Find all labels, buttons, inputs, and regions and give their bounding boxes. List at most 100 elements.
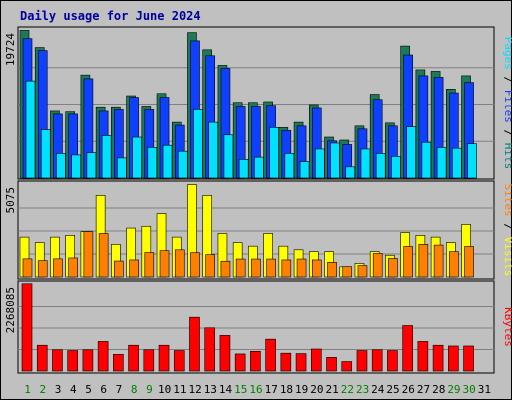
panel-series-label: Sites / Visits bbox=[502, 184, 512, 277]
bar bbox=[357, 265, 368, 278]
bar bbox=[448, 345, 459, 372]
bar bbox=[417, 341, 429, 372]
bar bbox=[190, 252, 200, 278]
bar bbox=[251, 258, 261, 278]
bar bbox=[432, 344, 444, 372]
bar bbox=[40, 129, 51, 179]
bar bbox=[37, 260, 48, 278]
bar bbox=[219, 335, 231, 372]
bar bbox=[238, 159, 249, 179]
bar bbox=[341, 361, 353, 372]
panel-visits-sites: 5075 Sites / Visits bbox=[4, 180, 512, 280]
bar bbox=[144, 252, 155, 278]
bar bbox=[299, 161, 310, 179]
bar bbox=[463, 345, 474, 372]
bar bbox=[345, 166, 356, 179]
bar bbox=[326, 357, 337, 372]
bar bbox=[250, 350, 261, 372]
bar bbox=[314, 148, 325, 179]
bar bbox=[159, 250, 170, 278]
bar bbox=[143, 349, 155, 372]
x-tick-label: 1 bbox=[24, 383, 31, 396]
bar bbox=[117, 157, 127, 179]
bar bbox=[21, 283, 33, 372]
x-tick-label: 27 bbox=[417, 383, 430, 396]
x-tick-label: 15 bbox=[234, 383, 247, 396]
bar bbox=[193, 109, 203, 179]
bar bbox=[371, 349, 383, 372]
panel-series-label: KBytes bbox=[502, 307, 512, 347]
bar bbox=[83, 231, 94, 278]
bar bbox=[173, 350, 185, 372]
series-label-part: Visits bbox=[502, 237, 512, 277]
bar bbox=[53, 258, 63, 278]
series-label-part: Sites bbox=[502, 184, 512, 217]
bar bbox=[25, 80, 36, 179]
x-tick-label: 23 bbox=[356, 383, 369, 396]
bar bbox=[174, 249, 185, 278]
panel-series-label: Pages / Files / Hits bbox=[502, 37, 512, 170]
x-tick-label: 24 bbox=[371, 383, 385, 396]
series-label-part: / bbox=[502, 70, 512, 90]
bar bbox=[204, 327, 216, 372]
bar bbox=[101, 135, 112, 179]
x-tick-label: 2 bbox=[40, 383, 47, 396]
bar bbox=[280, 352, 292, 372]
x-tick-label: 14 bbox=[219, 383, 233, 396]
bar bbox=[310, 348, 322, 372]
series-bars bbox=[21, 283, 474, 372]
bar bbox=[220, 260, 231, 278]
bar bbox=[436, 147, 447, 179]
bar bbox=[449, 251, 459, 278]
bar bbox=[418, 244, 429, 278]
bar bbox=[113, 354, 124, 372]
bar bbox=[132, 136, 142, 179]
bar bbox=[71, 154, 81, 179]
bar bbox=[147, 147, 158, 179]
bar bbox=[98, 233, 109, 278]
series-label-part: Pages bbox=[502, 37, 512, 70]
bar bbox=[421, 141, 432, 179]
bar bbox=[86, 152, 97, 179]
bar bbox=[208, 121, 219, 179]
bar bbox=[281, 259, 292, 278]
series-label-part: Hits bbox=[502, 143, 512, 170]
x-tick-label: 13 bbox=[204, 383, 217, 396]
bar bbox=[284, 153, 295, 179]
x-tick-label: 28 bbox=[432, 383, 445, 396]
panel-pages-files-hits: 19724 Pages / Files / Hits bbox=[4, 26, 512, 180]
x-tick-label: 8 bbox=[131, 383, 138, 396]
bar bbox=[387, 350, 398, 372]
bar bbox=[129, 259, 139, 278]
bar bbox=[52, 349, 63, 372]
bar bbox=[372, 253, 383, 278]
bar bbox=[189, 316, 200, 372]
x-tick-label: 6 bbox=[100, 383, 107, 396]
x-tick-label: 11 bbox=[173, 383, 186, 396]
series-label-part: Files bbox=[502, 90, 512, 123]
bar bbox=[205, 254, 216, 278]
bar bbox=[269, 127, 279, 179]
bar bbox=[296, 258, 307, 278]
x-tick-label: 16 bbox=[249, 383, 262, 396]
x-tick-label: 21 bbox=[326, 383, 339, 396]
chart-title: Daily usage for June 2024 bbox=[20, 9, 201, 23]
bar bbox=[158, 344, 170, 372]
bar bbox=[406, 126, 416, 179]
series-bars bbox=[25, 80, 477, 179]
series-label-part: KBytes bbox=[502, 307, 512, 347]
x-tick-label: 10 bbox=[158, 383, 171, 396]
x-tick-label: 3 bbox=[55, 383, 62, 396]
bar bbox=[403, 246, 413, 278]
panel-kbytes: 2268085 KBytes bbox=[4, 280, 512, 374]
bar bbox=[82, 349, 94, 372]
bar bbox=[234, 353, 246, 372]
bar bbox=[128, 344, 139, 372]
x-tick-label: 26 bbox=[402, 383, 415, 396]
bar bbox=[467, 143, 477, 179]
bar bbox=[464, 246, 474, 278]
panel-max-label: 5075 bbox=[4, 187, 17, 214]
bar bbox=[67, 350, 78, 372]
